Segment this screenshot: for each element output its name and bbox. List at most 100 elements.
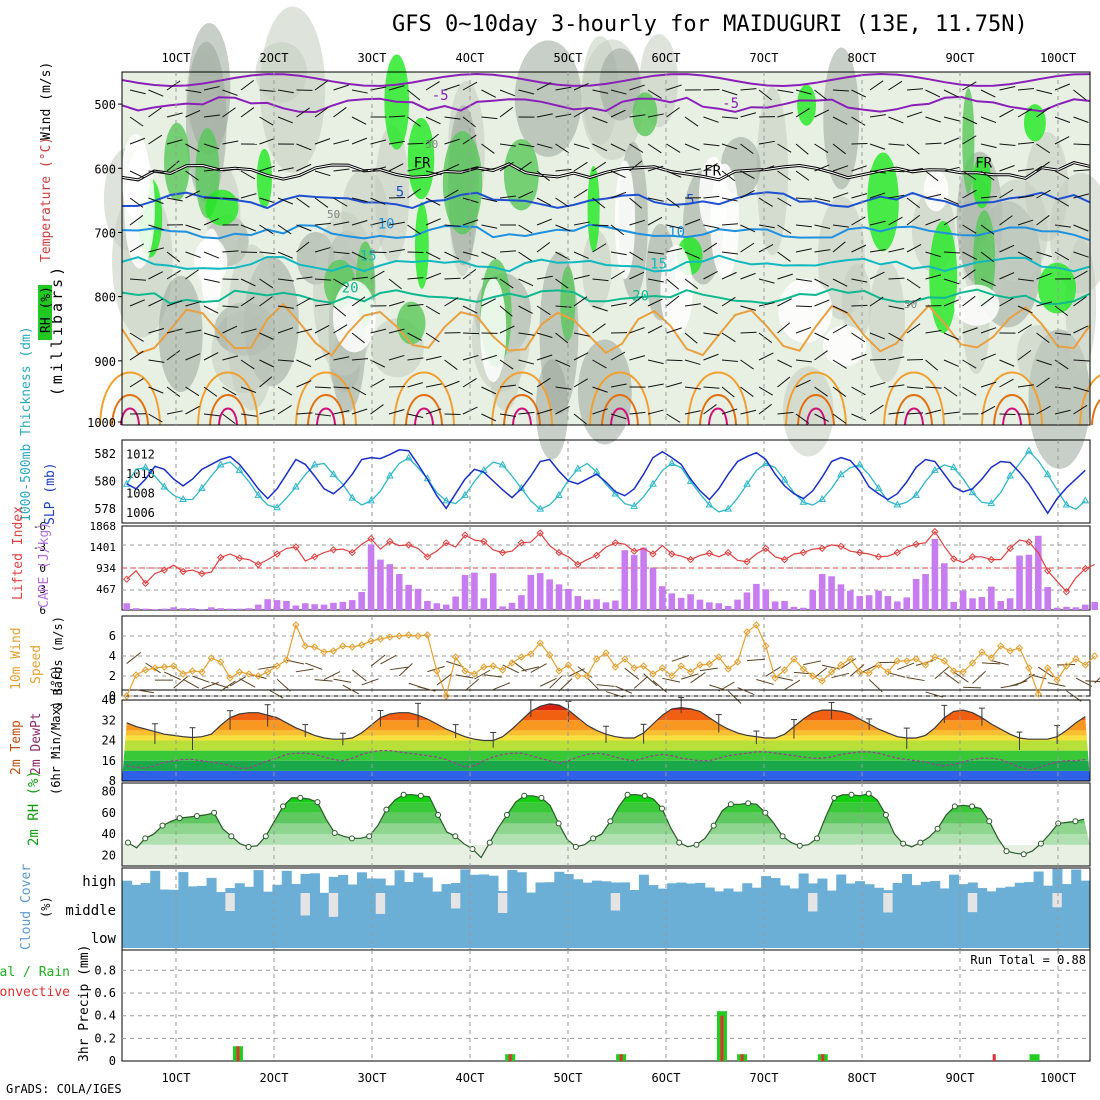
wind-barb: [980, 327, 997, 334]
rh-point: [762, 809, 769, 816]
cape-bar: [142, 608, 149, 610]
surface-wind-barb: [972, 670, 986, 684]
wind-barb: [703, 305, 718, 315]
cape-bar: [884, 596, 892, 610]
wind-barb: [277, 278, 294, 282]
wind-speed-point: [602, 649, 610, 657]
cloud-cell: [779, 920, 790, 948]
surface-wind-barb: [483, 674, 502, 678]
cape-bar: [1044, 587, 1051, 610]
wind-barb: [740, 409, 757, 415]
cloud-cell: [779, 885, 790, 893]
cloud-cell: [338, 893, 349, 920]
wind-barb: [1036, 332, 1050, 344]
wind-barb: [573, 413, 587, 425]
surface-wind-barb: [333, 678, 352, 683]
wind-speed-point: [245, 670, 253, 678]
wind-barb: [1036, 161, 1050, 172]
pressure-tick-label: 700: [94, 226, 116, 240]
wind-barb: [407, 142, 424, 145]
wind-barb: [980, 278, 996, 287]
wind-barb: [129, 278, 146, 281]
cape-bar: [1016, 555, 1023, 610]
wind-speed-point: [921, 661, 930, 669]
cloud-cell: [704, 893, 715, 920]
wind-barb: [647, 216, 663, 226]
wind-barb: [647, 278, 664, 283]
date-tick-top: 10OCT: [1040, 51, 1076, 65]
wind-barb: [222, 305, 239, 308]
wind-barb: [721, 143, 738, 150]
wind-barb: [333, 278, 348, 288]
rh-axis-label: RH (%): [39, 286, 54, 333]
surface-wind-barb: [615, 685, 633, 694]
thickness-point: [987, 499, 996, 507]
wind-speed-point: [865, 669, 873, 677]
wind-barb: [610, 351, 626, 361]
wind-barb: [351, 296, 366, 307]
wind-barb: [518, 161, 532, 172]
cloud-cell: [244, 920, 255, 948]
wind-barb: [166, 270, 181, 280]
wind-speed-point: [254, 672, 262, 680]
lifted-index-point: [968, 553, 977, 561]
thickness-point: [329, 470, 338, 478]
cape-bar: [649, 568, 657, 610]
rh-point: [607, 818, 614, 825]
wind-barb: [943, 116, 960, 122]
wind-speed-point: [395, 632, 403, 640]
cloud-cell: [375, 913, 386, 920]
wind-barb: [666, 84, 682, 91]
wind-barb: [370, 328, 387, 334]
wind-speed-point: [179, 670, 187, 678]
cape-bar: [687, 594, 694, 610]
cloud-cell: [385, 920, 396, 948]
wind-barb: [592, 305, 608, 312]
wind-barb: [185, 190, 201, 199]
cloud-cell: [281, 870, 292, 893]
wind-barb: [1073, 386, 1090, 392]
wind-axis-label: Wind (m/s): [39, 62, 54, 140]
temp-axis-label-a: 2m Temp: [9, 720, 24, 775]
cape-bar: [311, 604, 318, 610]
wind-barb: [1054, 170, 1070, 180]
cape-bar: [593, 599, 600, 610]
wind-barb: [962, 251, 977, 260]
rh-legend-swatch: [38, 285, 52, 340]
cloud-cell: [751, 920, 762, 948]
lifted-index-point: [348, 548, 356, 557]
cloud-cell: [150, 893, 161, 920]
cloud-cell: [892, 893, 903, 920]
wind-speed-point: [122, 692, 131, 700]
wind-barb: [185, 109, 201, 118]
wind-barb: [814, 89, 828, 101]
lifted-index-point: [310, 553, 319, 561]
rh-tick-label: 80: [102, 785, 116, 799]
rh-shading-moist: [1038, 262, 1077, 314]
wind-speed-point: [978, 648, 986, 656]
wind-barb: [425, 355, 442, 361]
wind-barb: [296, 359, 312, 368]
wind-barb: [129, 197, 144, 208]
wind-barb: [925, 251, 941, 258]
wind-barb: [333, 356, 350, 361]
wind-barb: [555, 168, 572, 172]
temp-tick-label: 8: [109, 774, 116, 788]
wind-barb: [573, 108, 589, 118]
wind-barb: [740, 305, 757, 311]
cloud-cell: [798, 893, 809, 920]
thickness-point: [273, 503, 281, 511]
wind-barb: [962, 81, 977, 91]
isotherm-line-upper: [121, 72, 1091, 88]
cloud-cell: [1080, 893, 1091, 920]
cape-bar: [1091, 601, 1098, 610]
thickness-point: [386, 471, 394, 479]
cloud-cell: [554, 871, 565, 893]
date-tick-bottom: 4OCT: [456, 1071, 485, 1085]
wind-barb: [721, 197, 738, 202]
wind-barb: [740, 242, 755, 253]
wind-speed-point: [282, 656, 291, 664]
wind-barb: [906, 214, 921, 226]
cloud-cell: [206, 893, 217, 920]
wind-barb: [851, 142, 868, 145]
